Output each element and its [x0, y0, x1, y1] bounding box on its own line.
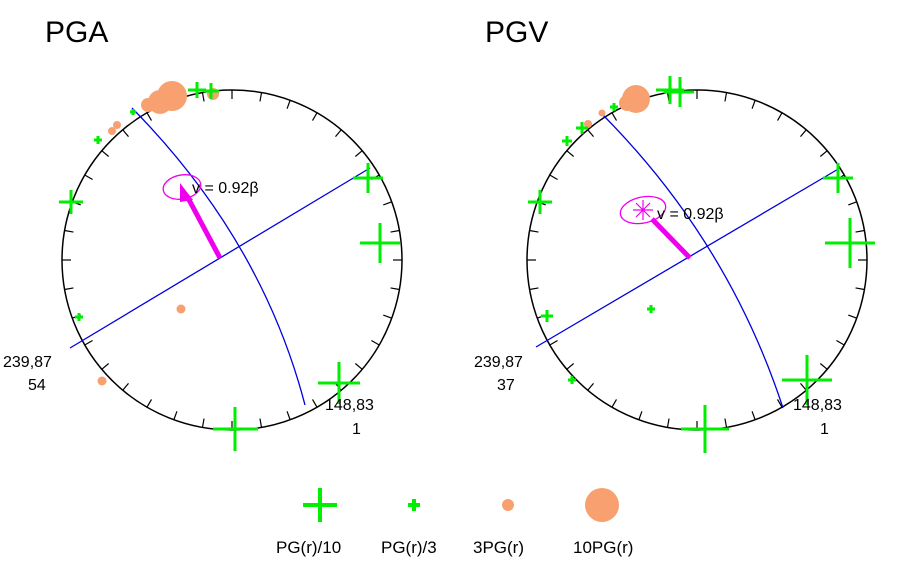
right-corner-line2: 1 — [352, 421, 361, 438]
velocity-annotation: v = 0.92β — [192, 180, 259, 197]
tick-mark — [724, 418, 728, 428]
tick-mark — [286, 100, 291, 109]
left-corner-line1: 239,87 — [474, 354, 523, 371]
tick-mark — [611, 399, 618, 408]
legend-item-big-cross: PG(r)/10 — [276, 488, 341, 557]
tick-mark — [666, 418, 670, 428]
tick-mark — [311, 112, 318, 121]
legend-label: 10PG(r) — [573, 538, 633, 557]
tick-mark — [201, 92, 205, 102]
tick-mark — [587, 382, 594, 391]
crosses — [59, 82, 400, 451]
tick-mark — [848, 201, 857, 206]
legend-label: PG(r)/3 — [381, 538, 437, 557]
panel-title: PGV — [485, 16, 548, 49]
legend-item-small-cross: PG(r)/3 — [381, 499, 437, 557]
legend-label: 3PG(r) — [473, 538, 524, 557]
crosses — [528, 76, 875, 453]
slip-arrow — [162, 174, 223, 260]
right-corner-line1: 148,83 — [325, 397, 374, 414]
panel-title: PGA — [45, 16, 108, 49]
slip-arrow — [619, 195, 692, 260]
tick-marks — [62, 90, 402, 430]
tick-mark — [286, 411, 291, 420]
tick-mark — [566, 363, 575, 370]
tick-mark — [848, 314, 857, 319]
stereonet-circle — [61, 89, 403, 431]
tick-mark — [383, 314, 392, 319]
tick-mark — [64, 229, 74, 233]
tick-mark — [354, 363, 363, 370]
tick-mark — [800, 382, 807, 391]
tick-mark — [836, 339, 845, 346]
panel-pga: PGA — [3, 16, 403, 451]
nodal-plane-2 — [131, 107, 306, 406]
dots — [584, 85, 650, 128]
tick-mark — [354, 150, 363, 157]
tick-mark — [259, 92, 263, 102]
tick-mark — [549, 174, 558, 181]
right-corner-line2: 1 — [820, 421, 829, 438]
panel-pgv: PGV — [474, 16, 875, 453]
tick-mark — [855, 229, 865, 233]
tick-mark — [383, 201, 392, 206]
tick-mark — [173, 411, 178, 420]
tick-mark — [611, 112, 618, 121]
tick-mark — [587, 129, 594, 138]
tick-mark — [101, 150, 110, 157]
velocity-annotation: v = 0.92β — [657, 206, 724, 223]
tick-mark — [776, 112, 783, 121]
tick-mark — [64, 287, 74, 291]
tick-mark — [84, 174, 93, 181]
tick-mark — [390, 287, 400, 291]
tick-mark — [390, 229, 400, 233]
tick-mark — [855, 287, 865, 291]
left-corner-line2: 37 — [497, 377, 515, 394]
left-corner-line2: 54 — [28, 377, 46, 394]
tick-mark — [800, 129, 807, 138]
big-dot-icon — [585, 488, 619, 522]
tick-mark — [566, 150, 575, 157]
legend: PG(r)/10 PG(r)/3 3PG(r) 10PG(r) — [276, 488, 633, 557]
tick-mark — [724, 92, 728, 102]
tick-mark — [819, 363, 828, 370]
right-corner-line1: 148,83 — [793, 397, 842, 414]
tick-mark — [751, 100, 756, 109]
legend-item-big-dot: 10PG(r) — [573, 488, 633, 557]
tick-mark — [371, 339, 380, 346]
tick-mark — [311, 399, 318, 408]
tick-mark — [101, 363, 110, 370]
legend-label: PG(r)/10 — [276, 538, 341, 557]
tick-mark — [84, 339, 93, 346]
tick-mark — [529, 287, 539, 291]
small-dot-icon — [502, 499, 514, 511]
tick-mark — [819, 150, 828, 157]
tick-mark — [638, 411, 643, 420]
tick-mark — [201, 418, 205, 428]
tick-mark — [751, 411, 756, 420]
tick-mark — [529, 229, 539, 233]
nodal-plane-2 — [599, 111, 784, 409]
legend-item-small-dot: 3PG(r) — [473, 499, 524, 557]
tick-mark — [259, 418, 263, 428]
dots — [97, 81, 219, 386]
tick-mark — [146, 112, 153, 121]
tick-mark — [335, 129, 342, 138]
left-corner-line1: 239,87 — [3, 354, 52, 371]
tick-mark — [549, 339, 558, 346]
small-cross-icon — [408, 499, 420, 511]
tick-mark — [776, 399, 783, 408]
tick-mark — [122, 129, 129, 138]
tick-mark — [146, 399, 153, 408]
tick-mark — [122, 382, 129, 391]
big-cross-icon — [303, 488, 337, 522]
